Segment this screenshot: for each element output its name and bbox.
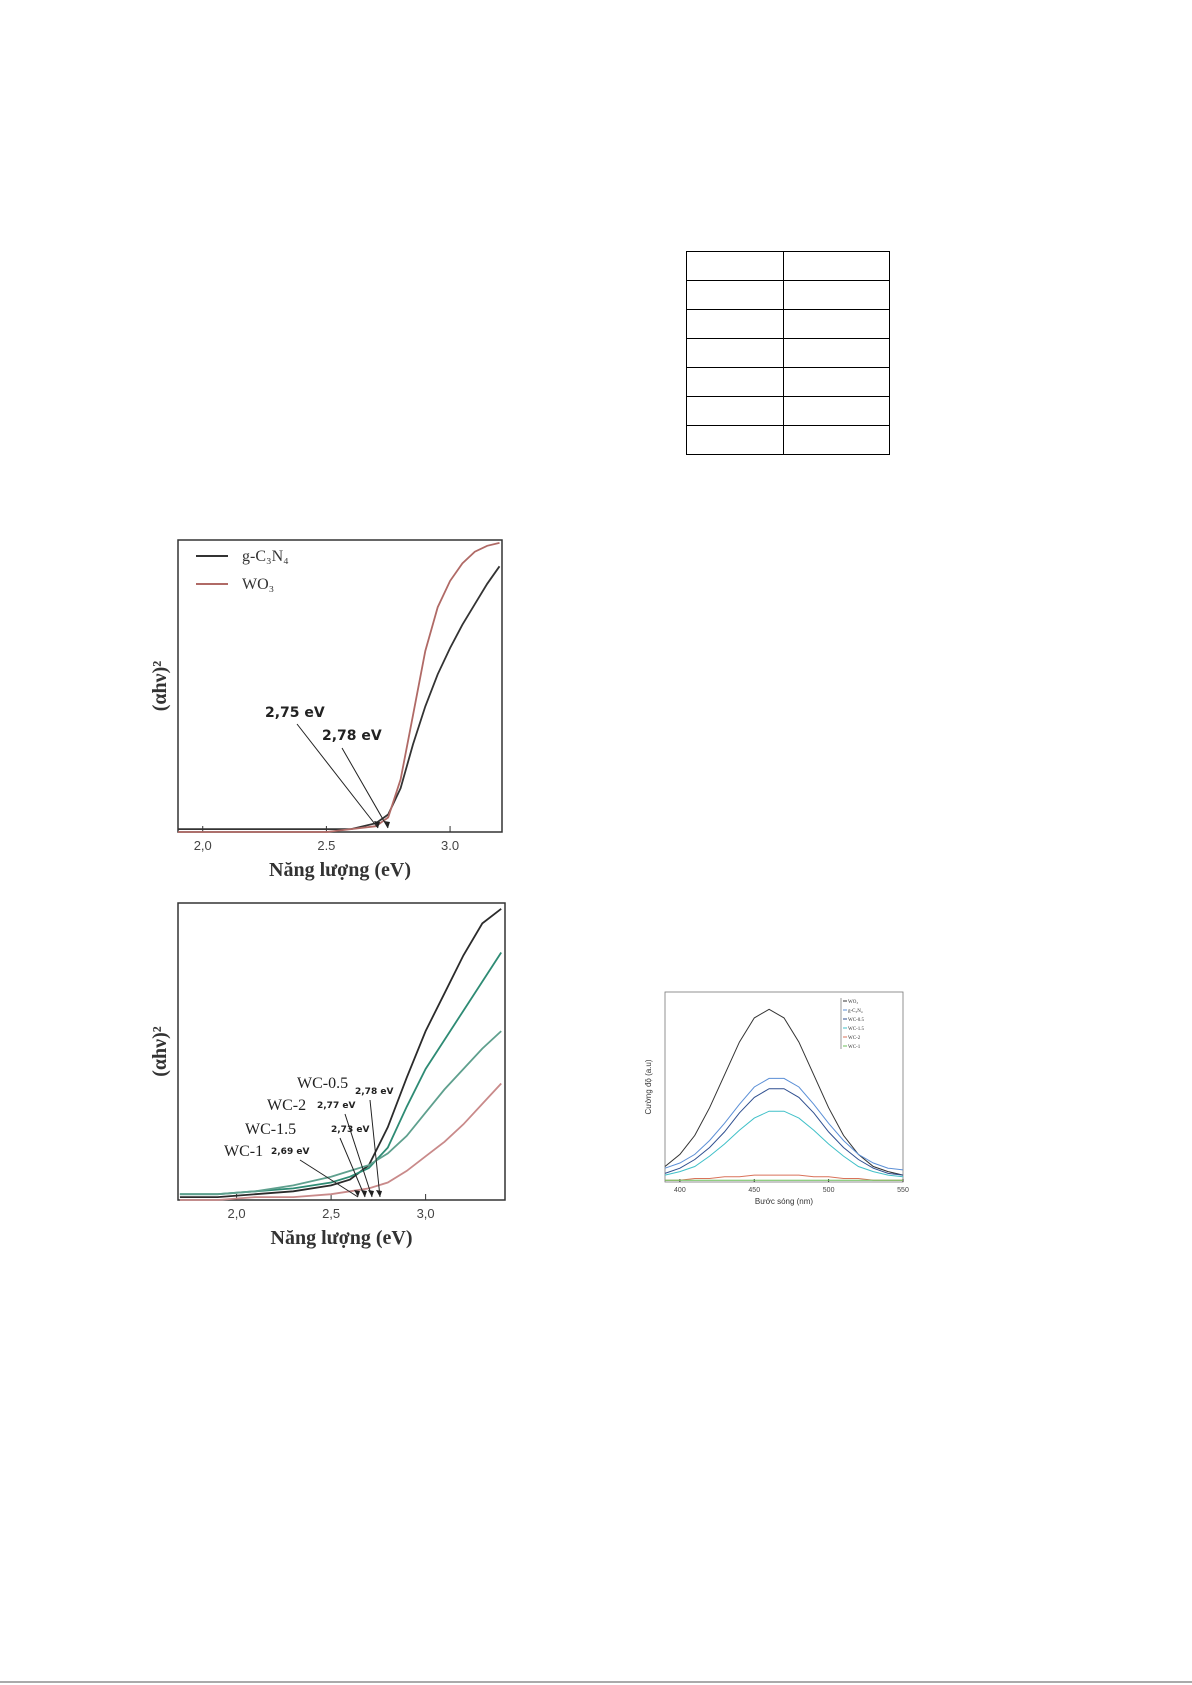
legend-label: WC-1 <box>848 1045 861 1050</box>
arrow-head <box>384 821 390 828</box>
x-tick-label: 2,5 <box>322 1206 340 1221</box>
x-axis-label: Bước sóng (nm) <box>755 1197 814 1206</box>
series-line <box>178 565 501 830</box>
legend-label: g-C₃N₄ <box>848 1009 863 1014</box>
x-axis-label: Năng lượng (eV) <box>271 1227 413 1249</box>
y-axis-label: Cường độ (a.u) <box>644 1059 653 1114</box>
annotation-energy: 2,78 eV <box>355 1087 393 1097</box>
x-tick-label: 500 <box>823 1187 835 1194</box>
annotation-arrow <box>299 1159 359 1198</box>
arrow-head <box>368 1190 374 1197</box>
annotation-label: WC-0.5 <box>297 1075 348 1092</box>
series-line <box>179 1030 502 1196</box>
y-axis-label: (αhν)² <box>149 661 171 712</box>
annotation-energy: 2,75 eV <box>265 705 325 721</box>
y-axis-label: (αhν)² <box>149 1026 171 1077</box>
series-line <box>664 1110 904 1178</box>
annotation-energy: 2,78 eV <box>322 728 382 744</box>
legend-label: WO₃ <box>242 576 274 593</box>
legend-label: WC-2 <box>848 1036 861 1041</box>
annotation-energy: 2,73 eV <box>331 1125 369 1135</box>
annotation-arrow <box>369 1099 381 1198</box>
plot-frame <box>664 991 904 1183</box>
x-tick-label: 550 <box>897 1187 909 1194</box>
annotation-label: WC-1 <box>224 1143 263 1160</box>
arrow-head <box>361 1190 367 1197</box>
series-line <box>179 908 502 1198</box>
series-line <box>664 1077 904 1171</box>
annotation-energy: 2,69 eV <box>271 1147 309 1157</box>
series-line <box>664 1088 904 1176</box>
plot-frame <box>177 902 506 1201</box>
legend-label: WC-1.5 <box>848 1027 864 1032</box>
arrow-head <box>354 1190 360 1197</box>
arrow-head <box>376 1190 382 1197</box>
series-line <box>665 1174 903 1181</box>
x-tick-label: 3,0 <box>417 1206 435 1221</box>
x-tick-label: 2.5 <box>317 838 335 853</box>
x-tick-label: 2,0 <box>228 1206 246 1221</box>
annotation-arrow <box>341 747 389 829</box>
legend-label: WC-0.5 <box>848 1018 864 1023</box>
annotation-label: WC-1.5 <box>245 1121 296 1138</box>
annotation-label: WC-2 <box>267 1097 306 1114</box>
series-line <box>178 542 500 833</box>
annotation-energy: 2,77 eV <box>317 1101 355 1111</box>
x-tick-label: 400 <box>674 1187 686 1194</box>
annotation-arrow <box>296 723 379 829</box>
x-tick-label: 2,0 <box>194 838 212 853</box>
plot-frame <box>177 539 503 833</box>
series-line <box>664 1008 904 1176</box>
annotation-arrow <box>344 1113 373 1198</box>
legend-label: g-C₃N₄ <box>242 548 289 565</box>
x-axis-label: Năng lượng (eV) <box>269 859 411 881</box>
x-tick-label: 450 <box>748 1187 760 1194</box>
data-table <box>686 251 890 455</box>
annotation-arrow <box>339 1137 366 1198</box>
legend-label: WO₃ <box>848 1000 858 1005</box>
x-tick-label: 3.0 <box>441 838 459 853</box>
arrow-head <box>374 821 380 828</box>
